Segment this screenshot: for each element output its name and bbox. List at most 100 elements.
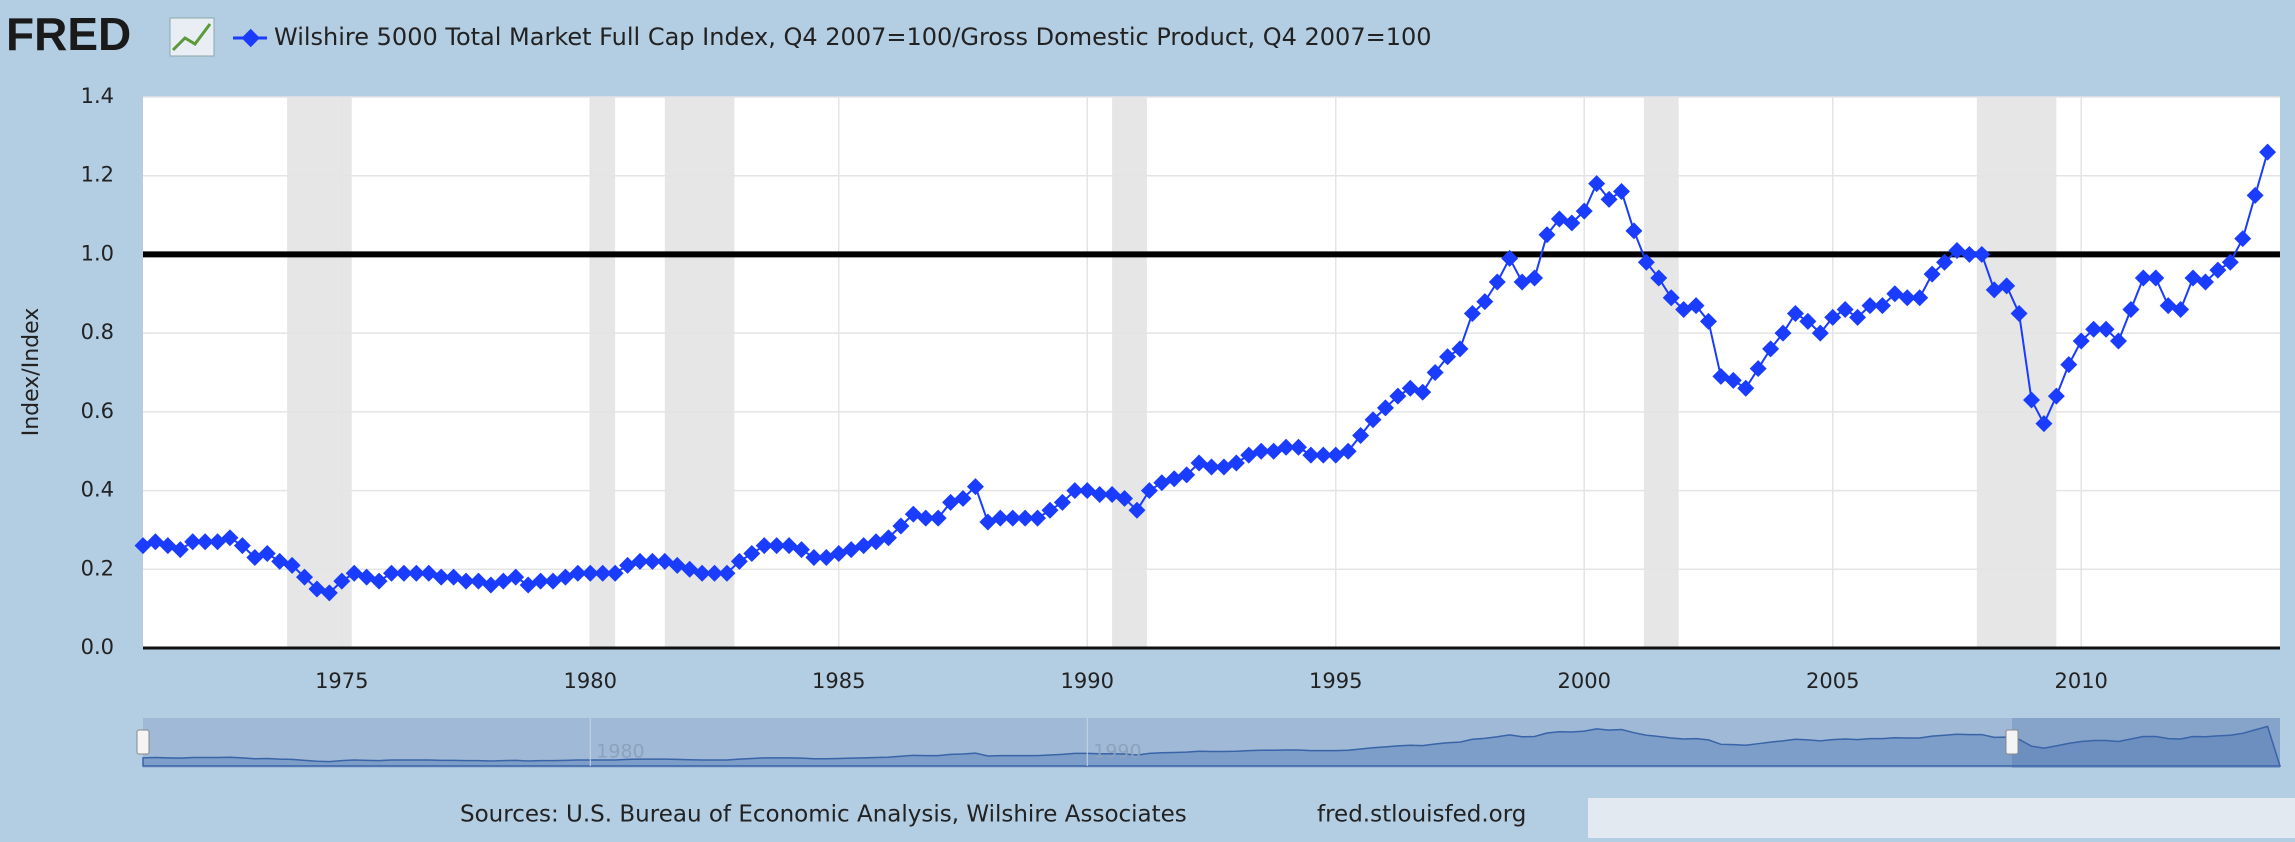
data-point (706, 564, 724, 582)
data-point (879, 529, 897, 547)
data-point (420, 564, 438, 582)
data-point (345, 564, 363, 582)
data-point (979, 513, 997, 531)
footer-box (1588, 798, 2295, 838)
data-point (556, 568, 574, 586)
data-point (656, 552, 674, 570)
recession-band (1112, 97, 1147, 648)
y-tick-label: 0.8 (81, 320, 114, 344)
data-point (631, 552, 649, 570)
data-point (221, 529, 239, 547)
x-tick-label: 1995 (1309, 669, 1362, 693)
data-point (233, 537, 251, 555)
data-point (594, 564, 612, 582)
data-point (805, 548, 823, 566)
data-point (929, 509, 947, 527)
legend-label: Wilshire 5000 Total Market Full Cap Inde… (274, 23, 1432, 51)
data-point (146, 533, 164, 551)
data-point (271, 552, 289, 570)
y-axis-label: Index/Index (19, 308, 44, 437)
navigator-handle[interactable] (136, 729, 150, 755)
data-point (942, 493, 960, 511)
y-tick-label: 0.2 (81, 556, 114, 580)
recession-band (1976, 97, 2057, 648)
data-point (569, 564, 587, 582)
data-point (606, 564, 624, 582)
data-point (991, 509, 1009, 527)
data-point (507, 568, 525, 586)
data-point (1004, 509, 1022, 527)
data-point (370, 572, 388, 590)
logo-line (171, 23, 212, 52)
data-point (892, 517, 910, 535)
data-point (358, 568, 376, 586)
x-tick-label: 2005 (1806, 669, 1859, 693)
navigator-label: 1980 (596, 741, 644, 763)
data-point (196, 533, 214, 551)
data-point (718, 564, 736, 582)
data-point (532, 572, 550, 590)
data-point (445, 568, 463, 586)
data-point (171, 541, 189, 559)
x-tick-label: 1975 (315, 669, 368, 693)
plot-area (143, 97, 2280, 648)
navigator-area (142, 725, 2282, 767)
data-point (842, 541, 860, 559)
data-point (469, 572, 487, 590)
data-point (258, 545, 276, 563)
data-point (283, 556, 301, 574)
recession-band (1643, 97, 1679, 648)
data-point (184, 533, 202, 551)
site-link[interactable]: fred.stlouisfed.org (1317, 802, 1526, 828)
x-tick-label: 2010 (2054, 669, 2107, 693)
y-tick-label: 0.0 (81, 635, 114, 659)
recession-band (590, 97, 616, 648)
data-point (966, 478, 984, 496)
legend-marker (241, 28, 260, 48)
x-tick-label: 1985 (812, 669, 865, 693)
data-point (793, 541, 810, 559)
chart-layer: 0.0 0.2 0.4 0.6 0.8 1.0 1.2 1.4 1975 1980 1985 1990… (81, 84, 2282, 768)
sources: Sources: U.S. Bureau of Economic Analysi… (460, 802, 1187, 828)
data-point (494, 572, 512, 590)
data-point (544, 572, 562, 590)
data-point (867, 533, 885, 551)
data-point (755, 537, 773, 555)
data-point (668, 556, 686, 574)
data-point (320, 584, 338, 602)
data-point (395, 564, 413, 582)
y-tick-label: 1.0 (81, 241, 114, 265)
y-tick-label: 1.4 (81, 84, 114, 108)
data-point (1016, 509, 1034, 527)
y-tick-label: 1.2 (81, 163, 114, 187)
x-tick-label: 2000 (1558, 669, 1611, 693)
data-point (296, 568, 314, 586)
data-point (619, 556, 637, 574)
data-point (519, 576, 537, 594)
data-point (134, 537, 152, 555)
data-point (643, 552, 661, 570)
data-point (855, 537, 873, 555)
data-point (817, 548, 835, 566)
data-point (693, 564, 711, 582)
navigator-label: 1990 (1093, 741, 1141, 763)
data-point (743, 545, 761, 563)
data-point (407, 564, 425, 582)
data-point (159, 537, 177, 555)
logo[interactable]: FRED (6, 8, 131, 60)
recession-band (664, 97, 735, 648)
data-point (432, 568, 450, 586)
data-point (246, 548, 264, 566)
logo-icon (169, 17, 215, 57)
logo-box (169, 17, 215, 57)
data-point (730, 552, 748, 570)
navigator-handle[interactable] (2005, 729, 2019, 755)
data-point (917, 509, 935, 527)
data-point (681, 560, 699, 578)
data-point (581, 564, 599, 582)
data-point (383, 564, 400, 582)
data-point (209, 533, 227, 551)
y-tick-label: 0.6 (81, 399, 114, 423)
data-point (333, 572, 351, 590)
